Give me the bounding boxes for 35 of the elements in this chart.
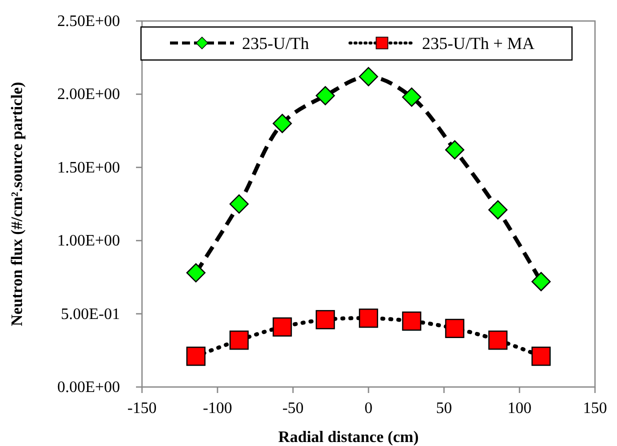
y-tick-label: 5.00E-01 <box>60 306 120 323</box>
point <box>272 114 292 134</box>
y-tick-label: 0.00E+00 <box>57 379 120 396</box>
x-tick-label: -50 <box>282 400 304 417</box>
legend-label: 235-U/Th + MA <box>422 34 536 53</box>
point <box>488 330 508 350</box>
y-tick-label: 2.50E+00 <box>57 13 120 30</box>
y-tick-label: 2.00E+00 <box>57 86 120 104</box>
point <box>358 308 378 328</box>
point <box>445 318 464 338</box>
point <box>186 263 206 282</box>
x-tick-label: 150 <box>583 400 607 417</box>
x-axis-title: Radial distance (cm) <box>278 429 419 446</box>
point <box>402 88 422 107</box>
point <box>229 194 249 214</box>
point <box>358 67 378 86</box>
point <box>531 272 551 292</box>
point <box>229 330 249 350</box>
legend-label: 235-U/Th <box>242 34 310 53</box>
point <box>316 310 335 330</box>
point <box>402 312 422 331</box>
point <box>186 346 206 366</box>
y-tick-label: 1.50E+00 <box>57 159 120 176</box>
point <box>488 200 508 220</box>
point <box>272 317 292 337</box>
x-tick-label: -100 <box>202 400 232 417</box>
y-tick-label: 1.00E+00 <box>57 232 120 250</box>
point <box>531 346 551 366</box>
x-tick-label: -150 <box>127 400 157 417</box>
point <box>316 86 335 106</box>
x-tick-label: 50 <box>436 400 452 417</box>
x-tick-label: 100 <box>508 400 532 417</box>
x-tick-label: 0 <box>364 400 372 417</box>
point <box>445 140 464 160</box>
y-axis-title: Neutron flux (#/cm².source particle) <box>9 82 26 326</box>
